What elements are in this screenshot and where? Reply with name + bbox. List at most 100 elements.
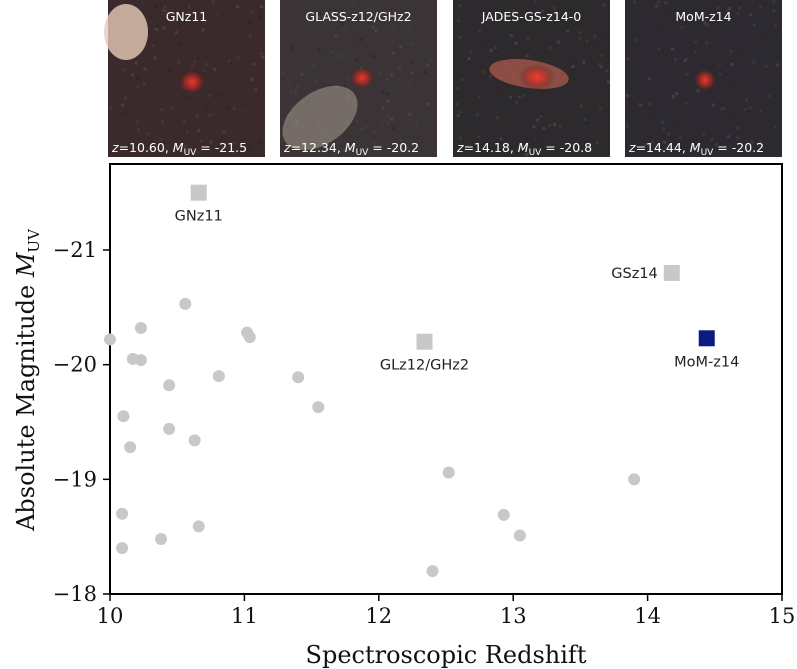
noise-speckle [355,120,359,124]
noise-speckle [136,76,140,80]
noise-speckle [738,6,742,10]
noise-speckle [386,99,390,103]
circle-point [163,422,176,435]
y-tick-label: −20 [53,353,97,377]
noise-speckle [511,7,515,10]
noise-speckle [541,9,545,13]
noise-speckle [535,15,539,19]
noise-speckle [205,105,209,109]
noise-speckle [172,144,176,148]
noise-speckle [281,82,285,86]
noise-speckle [211,0,215,4]
noise-speckle [257,140,261,144]
noise-speckle [514,41,518,45]
noise-speckle [522,94,526,98]
thumbnail-name: JADES-GS-z14-0 [481,9,582,24]
noise-speckle [190,60,194,64]
noise-speckle [318,12,321,16]
noise-speckle [597,63,601,67]
noise-speckle [567,60,571,64]
noise-speckle [329,11,333,15]
noise-speckle [377,38,381,42]
noise-speckle [381,90,385,94]
noise-speckle [385,77,389,81]
noise-speckle [410,60,413,64]
noise-speckle [693,50,697,54]
noise-speckle [153,56,157,60]
y-axis-label-text: Absolute Magnitude [12,277,40,532]
noise-speckle [711,103,715,107]
foreground-source [282,85,358,151]
noise-speckle [199,139,203,143]
point-label: GNz11 [175,209,223,225]
noise-speckle [496,116,500,120]
noise-speckle [131,73,135,77]
noise-speckle [674,120,678,124]
noise-speckle [372,54,376,58]
noise-speckle [626,125,630,129]
noise-speckle [155,25,159,29]
noise-speckle [633,0,636,4]
noise-speckle [487,8,491,12]
noise-speckle [306,53,310,57]
noise-speckle [333,152,337,155]
circle-point [312,401,325,414]
noise-speckle [626,94,629,98]
noise-speckle [525,54,529,58]
noise-speckle [374,29,378,33]
noise-speckle [749,13,753,17]
noise-speckle [526,36,530,40]
noise-speckle [165,10,169,14]
noise-speckle [553,123,557,126]
noise-speckle [236,5,239,9]
x-tick-label: 11 [231,604,258,628]
x-tick-label: 15 [769,604,796,628]
noise-speckle [289,146,293,150]
thumbnail-0: GNz11 z=10.60, MUV = -21.5 [104,0,265,158]
noise-speckle [731,58,735,62]
noise-speckle [605,69,609,73]
noise-speckle [456,114,460,118]
noise-speckle [390,117,394,121]
noise-speckle [542,127,546,130]
noise-speckle [637,103,641,107]
noise-speckle [459,110,463,114]
noise-speckle [281,71,285,75]
noise-speckle [745,98,748,102]
noise-speckle [195,114,199,117]
noise-speckle [456,87,460,91]
square-point [698,330,715,347]
noise-speckle [236,56,240,60]
noise-speckle [577,31,581,35]
noise-speckle [355,18,359,22]
noise-speckle [475,113,479,117]
mag-value: = -20.2 [368,140,419,155]
noise-speckle [694,40,698,44]
square-point [663,264,680,281]
noise-speckle [197,128,200,132]
point-label: GLz12/GHz2 [380,358,469,374]
noise-speckle [426,63,430,67]
noise-speckle [454,20,458,24]
mag-value: = -20.2 [713,140,764,155]
noise-speckle [467,57,471,61]
galaxy-source [349,66,375,90]
noise-speckle [408,27,412,31]
noise-speckle [222,130,226,134]
noise-speckle [626,57,630,61]
noise-speckle [398,67,402,71]
noise-speckle [481,70,485,74]
noise-speckle [648,77,652,81]
noise-speckle [726,135,730,139]
noise-speckle [154,4,158,8]
redshift-symbol: z [283,140,291,155]
noise-speckle [606,80,610,84]
noise-speckle [524,153,528,156]
noise-speckle [391,127,395,131]
noise-speckle [639,103,643,107]
noise-speckle [162,26,166,30]
noise-speckle [347,75,351,79]
noise-speckle [259,11,263,15]
